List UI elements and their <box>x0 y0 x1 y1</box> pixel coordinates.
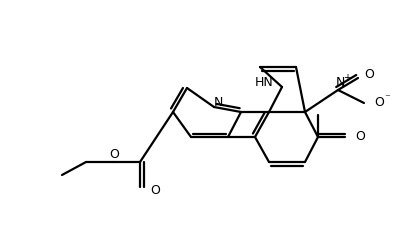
Text: ⁻: ⁻ <box>384 93 390 103</box>
Text: N: N <box>213 95 223 109</box>
Text: O: O <box>355 130 365 144</box>
Text: O: O <box>150 184 160 198</box>
Text: HN: HN <box>255 75 274 89</box>
Text: +: + <box>343 73 351 83</box>
Text: O: O <box>364 68 374 80</box>
Text: O: O <box>109 148 119 160</box>
Text: N: N <box>335 76 345 89</box>
Text: O: O <box>374 96 384 109</box>
